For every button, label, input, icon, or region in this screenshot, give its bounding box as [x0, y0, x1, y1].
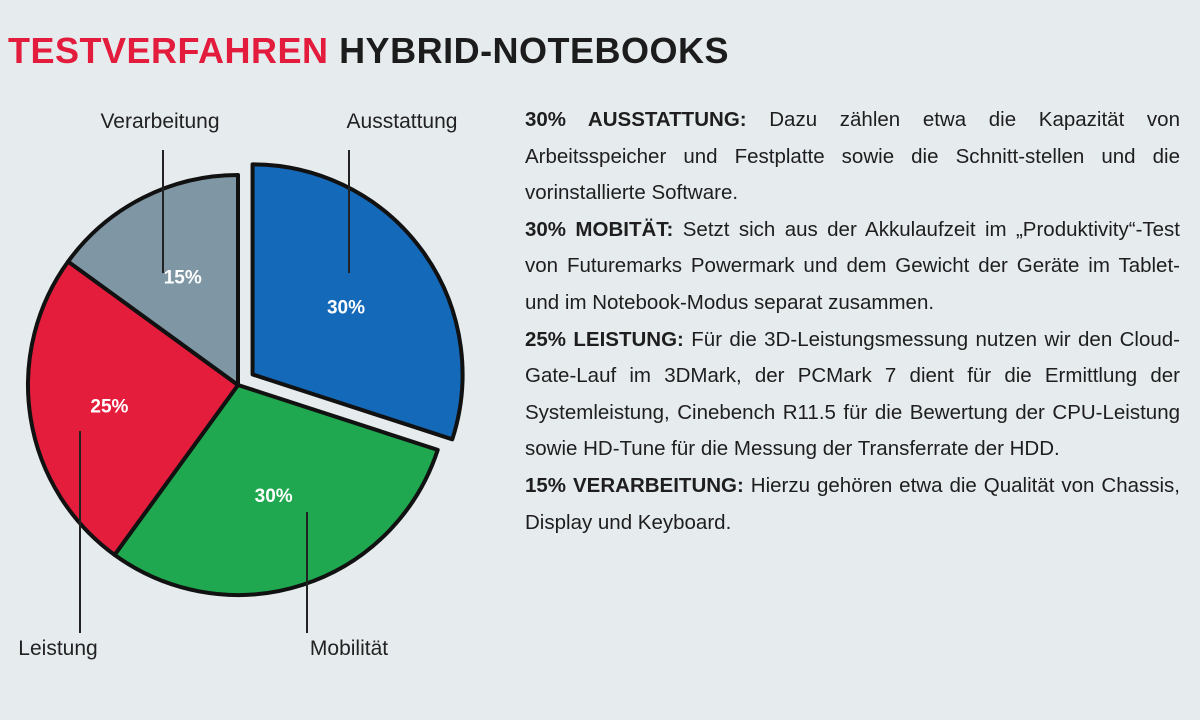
slice-label: Leistung	[18, 637, 97, 660]
slice-value-label: 15%	[164, 267, 202, 288]
description-text: Für die 3D-Leistungsmessung nutzen wir d…	[525, 327, 1180, 461]
slice-value-label: 30%	[255, 486, 293, 507]
description-leistung: 25% LEISTUNG: Für die 3D-Leistungsmessun…	[525, 322, 1180, 468]
description-panel: 30% AUSSTATTUNG: Dazu zählen etwa die Ka…	[525, 102, 1180, 541]
description-verarbeitung: 15% VERARBEITUNG: Hierzu gehören etwa di…	[525, 468, 1180, 541]
pie-slice-verarbeitung	[66, 173, 240, 387]
description-heading: 30% MOBITÄT:	[525, 217, 674, 241]
slice-value-label: 30%	[327, 298, 365, 319]
description-heading: 15% VERARBEITUNG:	[525, 473, 744, 497]
pie-chart: Ausstattung 30% Mobilität 30% Leistung 25% Ver…	[18, 110, 465, 660]
slice-label: Verarbeitung	[100, 110, 219, 133]
page-title: TESTVERFAHREN HYBRID-NOTEBOOKS	[8, 30, 729, 72]
slice-value-label: 25%	[90, 396, 128, 417]
description-ausstattung: 30% AUSSTATTUNG: Dazu zählen etwa die Ka…	[525, 102, 1180, 212]
description-heading: 25% LEISTUNG:	[525, 327, 684, 351]
pie-slice-mobilität	[112, 383, 440, 597]
title-dark-part: HYBRID-NOTEBOOKS	[339, 30, 730, 71]
description-mobilitaet: 30% MOBITÄT: Setzt sich aus der Akkulauf…	[525, 212, 1180, 322]
slice-label: Ausstattung	[347, 110, 458, 133]
pie-slice-ausstattung	[250, 162, 465, 442]
description-heading: 30% AUSSTATTUNG:	[525, 108, 747, 131]
description-text: Hierzu gehören etwa die Qualität von Cha…	[525, 473, 1180, 534]
description-text: Setzt sich aus der Akkulaufzeit im „Prod…	[525, 217, 1180, 314]
description-text: Dazu zählen etwa die Kapazität von Arbei…	[525, 108, 1180, 205]
title-red-part: TESTVERFAHREN	[8, 30, 329, 71]
slice-label: Mobilität	[310, 637, 388, 660]
